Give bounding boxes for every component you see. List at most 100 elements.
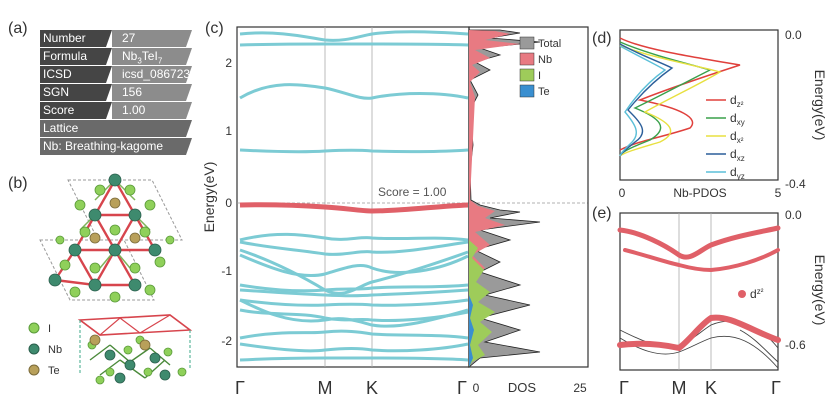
pdos-legend-dxy-part: xy	[737, 118, 745, 127]
fatband-ytick: 0.0	[785, 208, 802, 222]
i-atoms	[55, 184, 175, 303]
legend-te-swatch	[28, 364, 40, 376]
panel-label-d: (d)	[592, 30, 612, 47]
panel-label-c: (c)	[205, 20, 224, 37]
info-value: Nb: Breathing-kagome	[40, 138, 192, 155]
i-atoms-part	[144, 199, 156, 211]
structure-side-view-part	[79, 314, 171, 336]
legend-nb-swatch	[28, 343, 40, 355]
legend-i-swatch	[28, 322, 40, 334]
pdos-legend-dx2-part: x²	[737, 136, 744, 145]
legend-i-label: I	[538, 70, 541, 82]
bands-part	[239, 308, 469, 323]
dos-legend: Total Nb I Te	[519, 36, 561, 98]
structure-top-view	[39, 173, 183, 303]
legend-nb-label: Nb	[538, 54, 552, 66]
info-row-lattice-value: Nb: Breathing-kagome	[40, 138, 192, 155]
pdos-ytick: -0.4	[785, 177, 806, 191]
band-ytick: -2	[221, 334, 232, 348]
panel-label-b: (b)	[8, 175, 28, 192]
info-row-sgn: SGN 156	[40, 84, 192, 101]
kagome-bonds-part	[92, 177, 138, 217]
dos-te	[469, 295, 474, 367]
pdos-dx2	[619, 44, 722, 157]
side-i-atoms-part	[143, 367, 153, 377]
nb-atoms-part	[88, 208, 102, 222]
formula-sub: 7	[157, 56, 163, 66]
band-ylabel: Energy(eV)	[201, 162, 217, 233]
i-atoms-part	[144, 284, 156, 296]
pdos-legend-dxz-part: d	[730, 147, 737, 161]
info-table: Number 27 Formula Nb3TeI7 ICSD icsd_0867…	[40, 30, 192, 156]
info-row-formula: Formula Nb3TeI7	[40, 48, 192, 65]
pdos-legend-dyz-part: d	[730, 165, 737, 179]
band-xtick: Γ	[457, 378, 467, 398]
pdos-dz2	[619, 37, 741, 151]
nb-atoms-part	[68, 243, 82, 257]
info-row-score: Score 1.00	[40, 102, 192, 119]
nb-atoms-part	[88, 278, 102, 292]
bands-part	[239, 298, 469, 307]
info-value: 27	[112, 30, 192, 47]
pdos-legend-dx2: dx²	[730, 129, 744, 145]
info-value: 156	[112, 84, 192, 101]
dos-xtick: 0	[473, 381, 480, 395]
pdos-ytick: 0.0	[785, 28, 802, 42]
info-value: 1.00	[112, 102, 192, 119]
pdos-legend-dz2-part: d	[730, 93, 737, 107]
fatband-legend-swatch	[738, 290, 746, 298]
dos-xtick: 25	[573, 381, 587, 395]
band-x-ticks: Γ M K Γ	[235, 378, 467, 398]
pdos-legend-dxz-part: xz	[737, 154, 745, 163]
pdos-legend-dz2-part: z²	[737, 100, 744, 109]
i-atoms-part	[74, 199, 86, 211]
panel-label-e: (e)	[592, 205, 612, 222]
side-i-atoms	[87, 335, 187, 385]
side-nb-atoms-part	[114, 372, 126, 384]
side-i-atoms-part	[123, 345, 133, 355]
te-atoms-part	[129, 232, 141, 244]
info-key: ICSD	[40, 66, 112, 83]
i-atoms-part	[109, 291, 121, 303]
i-atoms-part	[139, 226, 151, 238]
bands-part	[239, 148, 469, 154]
bands-part	[239, 288, 469, 298]
side-nb-atoms-part	[159, 369, 171, 381]
legend-te-label: Te	[48, 365, 60, 377]
legend-nb-label: Nb	[48, 344, 62, 356]
structure-side-view: I Nb Te	[28, 314, 193, 385]
i-atoms-part	[165, 235, 175, 245]
nb-atoms-part	[108, 243, 122, 257]
pdos-legend-dx2-part: d	[730, 129, 737, 143]
band-xtick: K	[366, 378, 378, 398]
fatband-legend-label-part: z²	[757, 287, 764, 296]
fatband-xtick: Γ	[619, 378, 629, 398]
bands-part	[239, 240, 469, 256]
i-atoms-part	[79, 226, 91, 238]
side-i-atoms-part	[105, 367, 115, 377]
pdos-legend-dxy: dxy	[730, 111, 745, 127]
te-atoms-part	[89, 232, 101, 244]
i-atoms-part	[59, 259, 71, 271]
fatband-dz2-weights-part	[623, 248, 780, 273]
pdos-legend-dyz-part: yz	[737, 172, 745, 181]
bands-part	[239, 329, 469, 340]
band-ytick: 1	[225, 124, 232, 138]
fatband-plot: dz² 0.0 -0.6 Energy(eV) Γ M K Γ	[617, 208, 828, 398]
side-nb-atoms	[104, 349, 171, 384]
bands-part	[239, 283, 469, 293]
nb-atoms-part	[128, 208, 142, 222]
band-ytick: -1	[221, 264, 232, 278]
bands-part	[239, 342, 469, 353]
info-value: icsd_086723	[112, 66, 192, 83]
score-annotation: Score = 1.00	[378, 185, 447, 199]
info-row-lattice: Lattice	[40, 120, 192, 137]
side-nb-atoms-part	[104, 349, 116, 361]
dos-nb	[469, 30, 520, 367]
pdos-legend-dz2: dz²	[730, 93, 744, 109]
dos-total	[468, 29, 541, 368]
pdos-dxz	[619, 43, 674, 157]
legend-total-label: Total	[538, 38, 561, 50]
info-key: SGN	[40, 84, 112, 101]
info-key: Number	[40, 30, 112, 47]
